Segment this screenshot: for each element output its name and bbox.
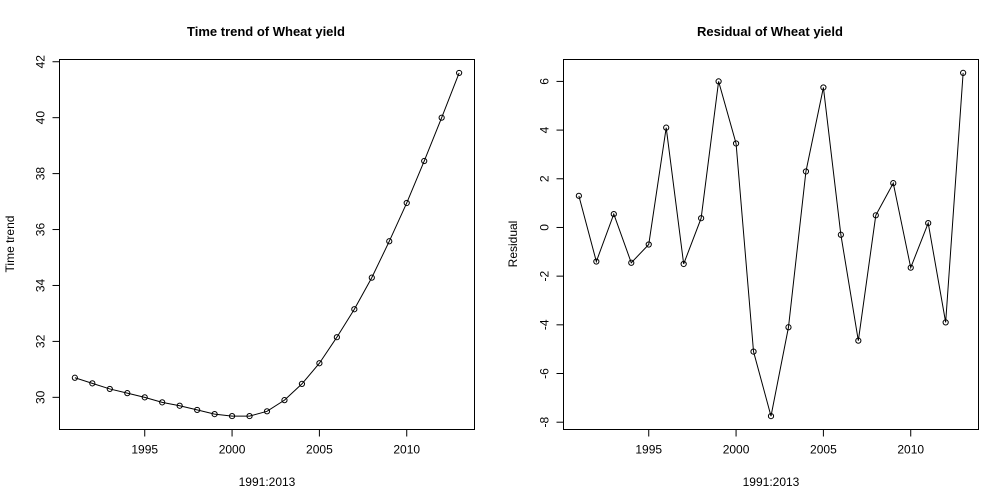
time-trend-x-ticks: 1995 2000 2005 2010 [131,429,420,457]
time-trend-x-tick-label: 2010 [393,443,420,457]
time-trend-series [71,69,463,420]
residual-y-tick-label: -6 [538,368,552,379]
time-trend-title: Time trend of Wheat yield [187,24,345,39]
residual-title: Residual of Wheat yield [697,24,843,39]
time-trend-panel: Time trend of Wheat yield 1991:2013 Time… [3,24,475,489]
time-trend-x-tick-label: 1995 [131,443,158,457]
time-trend-point [71,374,78,381]
residual-line [578,72,964,417]
residual-y-tick-label: 6 [538,78,552,85]
residual-x-axis-label: 1991:2013 [743,475,800,489]
time-trend-point [421,157,428,165]
time-trend-point [456,69,463,77]
time-trend-point [403,199,410,207]
residual-point [575,192,582,199]
residual-point [960,69,967,76]
time-trend-point [211,411,218,418]
time-trend-y-tick-label: 40 [34,111,48,125]
time-trend-line [74,72,460,417]
time-trend-x-tick-label: 2005 [306,443,333,457]
residual-y-tick-label: 2 [538,175,552,182]
residual-x-tick-label: 2010 [897,443,924,457]
residual-y-axis-label: Residual [506,221,520,268]
time-trend-point [176,402,183,409]
residual-point [855,337,862,344]
time-trend-point [194,406,201,414]
residual-point [907,264,914,271]
residual-point [942,319,949,326]
time-trend-y-tick-label: 32 [34,334,48,348]
residual-y-ticks: -8 -6 -4 -2 0 2 4 6 [538,78,564,428]
time-trend-y-tick-label: 36 [34,223,48,237]
residual-y-tick-label: -8 [538,417,552,428]
time-trend-point [351,306,358,313]
time-trend-point [106,385,113,393]
residual-point [872,212,879,219]
time-trend-point [298,380,306,388]
residual-point [785,324,792,331]
residual-point [715,78,722,85]
time-trend-y-tick-label: 34 [34,278,48,292]
time-trend-point [246,412,253,420]
time-trend-point [316,360,323,367]
time-trend-x-axis-label: 1991:2013 [239,475,296,489]
residual-panel: Residual of Wheat yield 1991:2013 Residu… [506,24,979,489]
residual-point [593,258,600,265]
residual-point [925,219,932,227]
time-trend-point [141,394,148,401]
time-trend-x-tick-label: 2000 [219,443,246,457]
residual-point [698,215,705,222]
time-trend-y-tick-label: 42 [34,55,48,69]
time-trend-point [159,399,166,406]
time-trend-point [89,380,96,387]
residual-point [767,413,775,420]
residual-point [680,260,687,268]
residual-point [645,241,652,248]
time-trend-y-tick-label: 38 [34,167,48,181]
time-trend-y-axis-label: Time trend [3,216,17,273]
time-trend-point [228,412,236,420]
time-trend-point [438,114,445,121]
time-trend-y-ticks: 30 32 34 36 38 40 42 [34,55,60,404]
residual-y-tick-label: 0 [538,224,552,231]
residual-point [732,140,740,147]
time-trend-point [368,274,375,281]
residual-series [575,69,967,420]
residual-x-tick-label: 2005 [810,443,837,457]
time-trend-point [386,238,393,245]
residual-y-tick-label: 4 [538,126,552,133]
residual-y-tick-label: -4 [538,319,552,330]
residual-x-tick-label: 2000 [723,443,750,457]
residual-point [802,168,810,175]
time-trend-point [281,397,288,404]
residual-point [750,348,757,355]
residual-x-ticks: 1995 2000 2005 2010 [635,429,924,457]
residual-point [837,231,844,238]
time-trend-plot-frame [59,59,475,430]
residual-point [890,180,897,187]
residual-plot-frame [563,59,979,430]
residual-x-tick-label: 1995 [635,443,662,457]
residual-y-tick-label: -2 [538,270,552,281]
time-trend-point [124,390,131,397]
residual-point [820,84,827,91]
residual-point [628,259,635,266]
residual-point [663,124,670,131]
time-trend-y-tick-label: 30 [34,390,48,404]
time-trend-point [263,408,271,415]
residual-point [610,210,617,218]
time-trend-point [333,334,340,341]
